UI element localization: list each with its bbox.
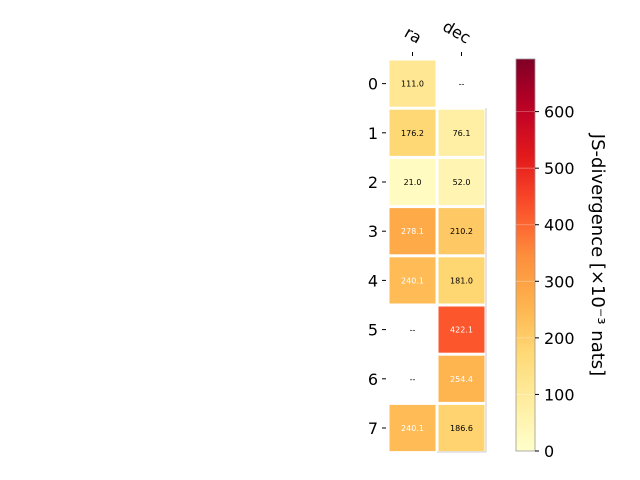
- heatmap-cell: [438, 257, 485, 304]
- cell-label: 181.0: [450, 276, 473, 285]
- row-label: 6: [368, 370, 378, 389]
- row-label: 3: [368, 222, 378, 241]
- cell-label: 278.1: [401, 227, 424, 236]
- heatmap-cells: 111.0 -- 176.2 76.1 21.0 52.0 278.1 210.2 240.1 1…: [389, 60, 487, 453]
- colorbar-label: JS-divergence [×10⁻³ nats]: [587, 133, 608, 376]
- cell-label: 186.6: [450, 424, 473, 433]
- column-label: ra: [401, 23, 425, 48]
- row-label: 4: [368, 271, 378, 290]
- heatmap-cell: [438, 158, 485, 206]
- row-label: 5: [368, 321, 378, 340]
- colorbar-tick-label: 100: [544, 385, 575, 404]
- colorbar-tick-label: 400: [544, 216, 575, 235]
- heatmap-cell: [438, 208, 485, 255]
- heatmap-cell: [389, 60, 436, 107]
- heatmap-cell: [389, 109, 436, 156]
- cell-label: 240.1: [401, 276, 424, 285]
- heatmap-cell: [389, 158, 436, 206]
- heatmap-cell: [389, 208, 436, 255]
- cell-label: 422.1: [450, 326, 473, 335]
- colorbar-ticks: 0 100 200 300 400 500 600: [516, 103, 575, 461]
- row-label: 1: [368, 124, 378, 143]
- heatmap-cell: [389, 257, 436, 304]
- cell-label-missing: --: [410, 375, 416, 384]
- cell-label: 52.0: [453, 178, 471, 187]
- row-label: 0: [368, 75, 378, 94]
- cell-label: 76.1: [453, 129, 471, 138]
- cell-label: 254.4: [450, 375, 473, 384]
- colorbar-tick-label: 300: [544, 272, 575, 291]
- colorbar-tick-label: 200: [544, 329, 575, 348]
- cell-label-missing: --: [459, 80, 465, 89]
- cell-label: 21.0: [404, 178, 422, 187]
- cell-label-missing: --: [410, 326, 416, 335]
- cell-label: 210.2: [450, 227, 473, 236]
- heatmap-cell: [438, 404, 485, 452]
- heatmap-cell: [389, 404, 436, 452]
- heatmap-cell: [438, 109, 485, 156]
- heatmap-cell: [438, 306, 485, 353]
- colorbar: [515, 58, 536, 452]
- row-labels: 0 1 2 3 4 5 6 7: [368, 75, 386, 438]
- column-labels: ra dec: [401, 17, 474, 56]
- row-label: 2: [368, 173, 378, 192]
- row-label: 7: [368, 419, 378, 438]
- column-label: dec: [440, 17, 474, 48]
- colorbar-tick-label: 600: [544, 103, 575, 122]
- colorbar-tick-label: 500: [544, 159, 575, 178]
- cell-label: 111.0: [401, 80, 424, 89]
- cell-label: 240.1: [401, 424, 424, 433]
- cell-label: 176.2: [401, 129, 424, 138]
- colorbar-tick-label: 0: [544, 442, 554, 461]
- heatmap-cell: [438, 355, 485, 402]
